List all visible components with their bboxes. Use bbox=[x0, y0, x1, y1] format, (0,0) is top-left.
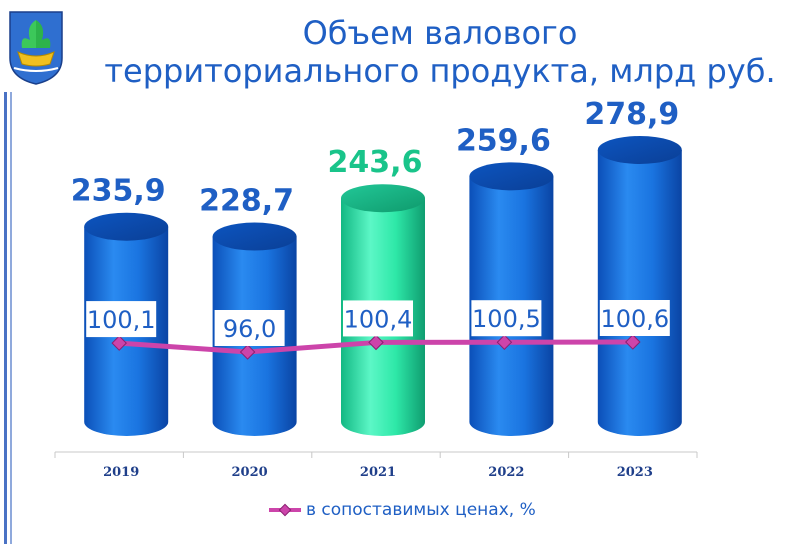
bar-top bbox=[597, 136, 682, 164]
chart-title-line-1: Объем валового bbox=[302, 14, 578, 52]
bar-value-label: 243,6 bbox=[328, 145, 423, 180]
x-tick-label: 2023 bbox=[617, 465, 653, 480]
line-value-label: 100,5 bbox=[472, 305, 541, 333]
line-point-marker bbox=[625, 334, 641, 350]
legend-line-marker-icon bbox=[269, 503, 301, 517]
bar-body bbox=[597, 150, 682, 437]
bar-2023 bbox=[597, 136, 682, 437]
bar-value-label: 228,7 bbox=[199, 184, 294, 219]
legend: в сопоставимых ценах, % bbox=[268, 498, 536, 522]
bar-value-label: 278,9 bbox=[584, 97, 679, 132]
line-value-label: 100,4 bbox=[344, 305, 413, 333]
line-point-marker bbox=[239, 344, 256, 360]
line-value-label: 96,0 bbox=[223, 315, 276, 343]
line-label-box bbox=[343, 300, 413, 337]
chart-title: Объем валового территориального продукта… bbox=[90, 14, 790, 90]
bar-value-label: 259,6 bbox=[456, 123, 551, 158]
line-value-label: 100,1 bbox=[87, 306, 156, 334]
line-label-box bbox=[214, 310, 285, 346]
city-emblem-icon bbox=[9, 11, 63, 85]
x-tick-label: 2019 bbox=[103, 465, 139, 480]
line-label-box bbox=[599, 300, 670, 336]
bar-2022 bbox=[469, 162, 554, 436]
left-decor-line-thin bbox=[10, 92, 12, 544]
bar-top bbox=[212, 222, 297, 251]
line-point-marker bbox=[111, 335, 127, 351]
line-point-marker bbox=[496, 334, 513, 350]
line-label-box bbox=[471, 300, 542, 337]
bar-top bbox=[84, 212, 169, 241]
x-tick-label: 2022 bbox=[488, 465, 524, 480]
line-value-label: 100,6 bbox=[600, 305, 669, 333]
legend-label: в сопоставимых ценах, % bbox=[306, 500, 536, 520]
chart-title-line-2: территориального продукта, млрд руб. bbox=[104, 52, 776, 90]
line-point-marker bbox=[368, 334, 384, 351]
bar-top bbox=[469, 162, 554, 191]
line-label-box bbox=[86, 301, 157, 338]
bar-value-label: 235,9 bbox=[71, 174, 166, 209]
x-tick-label: 2020 bbox=[232, 465, 268, 480]
left-decor-line bbox=[4, 92, 7, 544]
x-tick-label: 2021 bbox=[360, 465, 396, 480]
bar-top bbox=[341, 184, 425, 213]
